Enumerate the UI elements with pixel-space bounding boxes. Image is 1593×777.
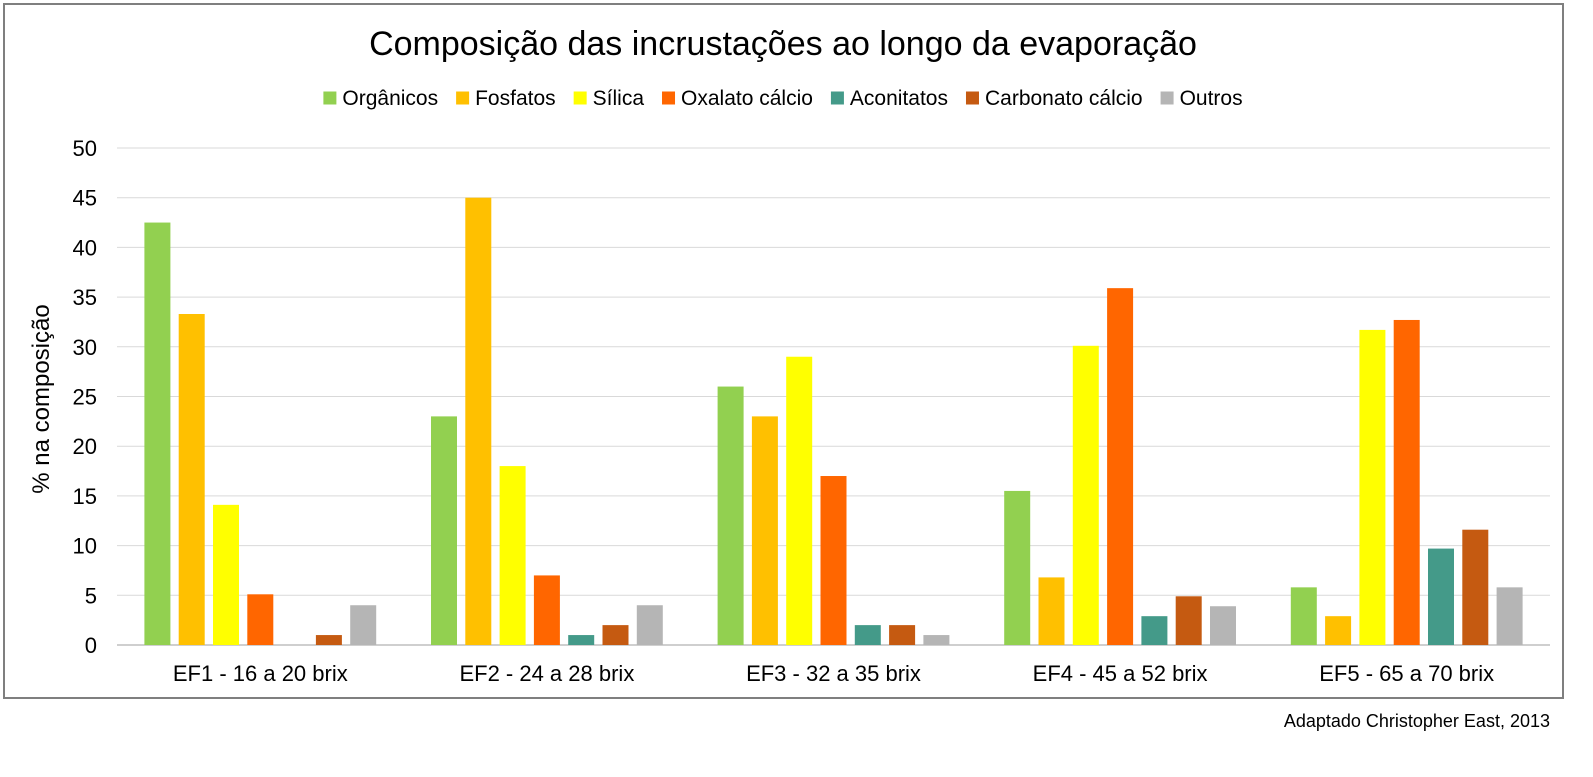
x-tick-label: EF4 - 45 a 52 brix: [1033, 661, 1208, 686]
y-tick-label: 45: [73, 186, 97, 211]
bar: [786, 356, 813, 645]
y-tick-label: 10: [73, 534, 97, 559]
legend-swatch: [323, 91, 337, 105]
bar: [1462, 529, 1489, 645]
bar: [1072, 345, 1099, 645]
x-tick-label: EF3 - 32 a 35 brix: [746, 661, 921, 686]
y-tick-label: 25: [73, 385, 97, 410]
legend-label: Sílica: [593, 87, 645, 110]
x-axis-ticks: EF1 - 16 a 20 brix EF2 - 24 a 28 brix EF3 …: [173, 661, 1494, 686]
x-tick-label: EF5 - 65 a 70 brix: [1319, 661, 1494, 686]
bar: [820, 476, 847, 645]
y-tick-label: 30: [73, 335, 97, 360]
legend-label: Orgânicos: [342, 87, 438, 110]
bar: [636, 605, 663, 645]
y-tick-label: 15: [73, 484, 97, 509]
legend-swatch: [830, 91, 844, 105]
legend-item: Outros: [1160, 87, 1243, 110]
bar: [144, 222, 171, 646]
legend-swatch: [573, 91, 587, 105]
legend-item: Fosfatos: [456, 87, 556, 110]
bar: [602, 625, 629, 645]
y-tick-label: 40: [73, 235, 97, 260]
legend-swatch: [965, 91, 979, 105]
y-tick-label: 35: [73, 285, 97, 310]
chart-frame: Composição das incrustações ao longo da …: [3, 3, 1564, 699]
y-tick-label: 20: [73, 434, 97, 459]
bar: [751, 416, 778, 645]
legend-item: Carbonato cálcio: [965, 87, 1143, 110]
legend: Orgânicos Fosfatos Sílica Oxalato cálcio Aco…: [323, 87, 1243, 110]
gridlines: [117, 147, 1550, 646]
bar: [1175, 596, 1202, 645]
bar: [1496, 587, 1523, 645]
bar: [568, 635, 595, 645]
bar: [717, 386, 744, 645]
bar-chart: Composição das incrustações ao longo da …: [28, 25, 1550, 686]
bar: [1290, 587, 1317, 645]
bar: [1038, 577, 1065, 645]
y-tick-label: 5: [85, 583, 97, 608]
legend-item: Sílica: [573, 87, 645, 110]
bar: [889, 625, 916, 645]
legend-swatch: [456, 91, 470, 105]
x-tick-label: EF2 - 24 a 28 brix: [459, 661, 634, 686]
legend-item: Orgânicos: [323, 87, 438, 110]
bar: [1210, 606, 1236, 645]
legend-label: Aconitatos: [850, 87, 948, 110]
bar: [1107, 288, 1134, 645]
legend-swatch: [1160, 91, 1174, 105]
bar: [247, 594, 274, 645]
x-tick-label: EF1 - 16 a 20 brix: [173, 661, 348, 686]
legend-label: Outros: [1180, 87, 1243, 110]
y-axis-ticks: 0 5 10 15 20 25 30 35 40 45 50: [73, 136, 97, 658]
bar: [213, 504, 239, 645]
y-tick-label: 0: [85, 633, 97, 658]
legend-label: Oxalato cálcio: [681, 87, 813, 110]
chart-title: Composição das incrustações ao longo da …: [369, 25, 1197, 63]
bar: [923, 635, 950, 645]
bar: [1359, 329, 1386, 645]
legend-swatch: [662, 91, 676, 105]
legend-item: Aconitatos: [830, 87, 948, 110]
bar: [854, 625, 881, 645]
bar: [1004, 490, 1031, 645]
bar: [1393, 319, 1420, 645]
y-tick-label: 50: [73, 136, 97, 161]
bar: [350, 605, 377, 645]
bar: [1428, 548, 1454, 645]
bar: [465, 197, 492, 645]
bar: [1325, 616, 1352, 645]
bar: [315, 635, 342, 645]
source-note: Adaptado Christopher East, 2013: [1283, 711, 1550, 731]
bar: [178, 313, 205, 645]
bar: [499, 466, 526, 645]
bar: [533, 575, 560, 645]
bar: [431, 416, 457, 645]
legend-label: Fosfatos: [475, 87, 556, 110]
legend-label: Carbonato cálcio: [985, 87, 1143, 110]
legend-item: Oxalato cálcio: [662, 87, 813, 110]
bars: [144, 197, 1523, 646]
bar: [1141, 616, 1168, 645]
y-axis-label: % na composição: [28, 304, 55, 493]
